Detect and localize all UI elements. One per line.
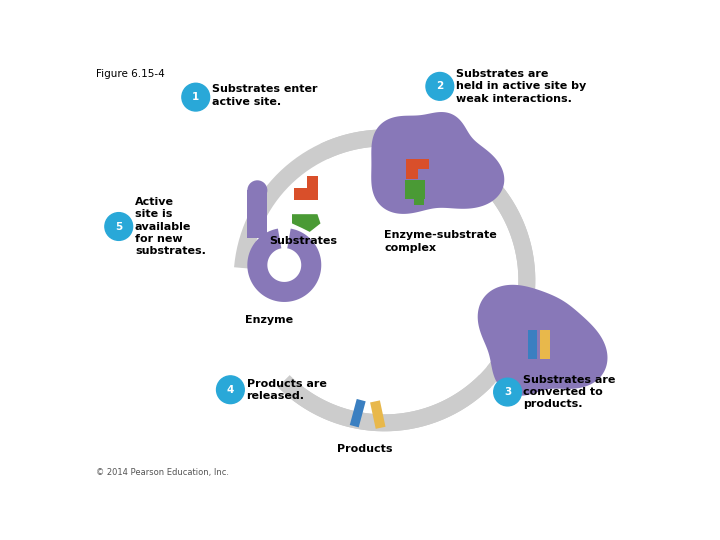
Bar — [540, 330, 550, 359]
Bar — [528, 330, 537, 359]
Text: © 2014 Pearson Education, Inc.: © 2014 Pearson Education, Inc. — [96, 468, 229, 477]
Polygon shape — [292, 214, 320, 232]
Text: 1: 1 — [192, 92, 199, 102]
Polygon shape — [234, 130, 535, 431]
Text: 4: 4 — [227, 384, 234, 395]
Bar — [370, 400, 385, 429]
Polygon shape — [248, 228, 321, 302]
Circle shape — [182, 83, 210, 111]
Polygon shape — [478, 359, 509, 385]
Bar — [294, 188, 318, 200]
Bar — [406, 168, 418, 179]
Text: Substrates are
held in active site by
weak interactions.: Substrates are held in active site by we… — [456, 69, 586, 104]
Bar — [307, 176, 318, 188]
Bar — [405, 180, 426, 190]
Bar — [248, 190, 267, 238]
Circle shape — [105, 213, 132, 240]
Polygon shape — [454, 147, 478, 180]
Polygon shape — [372, 112, 504, 214]
Circle shape — [248, 180, 267, 200]
Text: Active
site is
available
for new
substrates.: Active site is available for new substra… — [135, 197, 206, 256]
Polygon shape — [320, 130, 471, 171]
Text: Enzyme: Enzyme — [245, 315, 293, 325]
Text: Figure 6.15-4: Figure 6.15-4 — [96, 69, 164, 79]
Circle shape — [494, 378, 521, 406]
Text: Products: Products — [338, 444, 393, 454]
Text: 2: 2 — [436, 82, 444, 91]
Circle shape — [217, 376, 244, 403]
Polygon shape — [477, 285, 608, 396]
Bar — [406, 159, 429, 169]
Text: 3: 3 — [504, 387, 511, 397]
Circle shape — [426, 72, 454, 100]
Bar — [405, 189, 426, 199]
Polygon shape — [287, 375, 491, 431]
Polygon shape — [280, 374, 306, 405]
Polygon shape — [471, 165, 535, 377]
Text: Enzyme-substrate
complex: Enzyme-substrate complex — [384, 231, 497, 253]
Bar — [414, 198, 425, 205]
Text: Products are
released.: Products are released. — [246, 379, 326, 401]
Text: Substrates are
converted to
products.: Substrates are converted to products. — [523, 375, 616, 409]
Bar — [350, 399, 366, 427]
Text: Substrates enter
active site.: Substrates enter active site. — [212, 84, 318, 107]
Text: 5: 5 — [115, 221, 122, 232]
Text: Substrates: Substrates — [269, 236, 338, 246]
Polygon shape — [222, 266, 263, 270]
